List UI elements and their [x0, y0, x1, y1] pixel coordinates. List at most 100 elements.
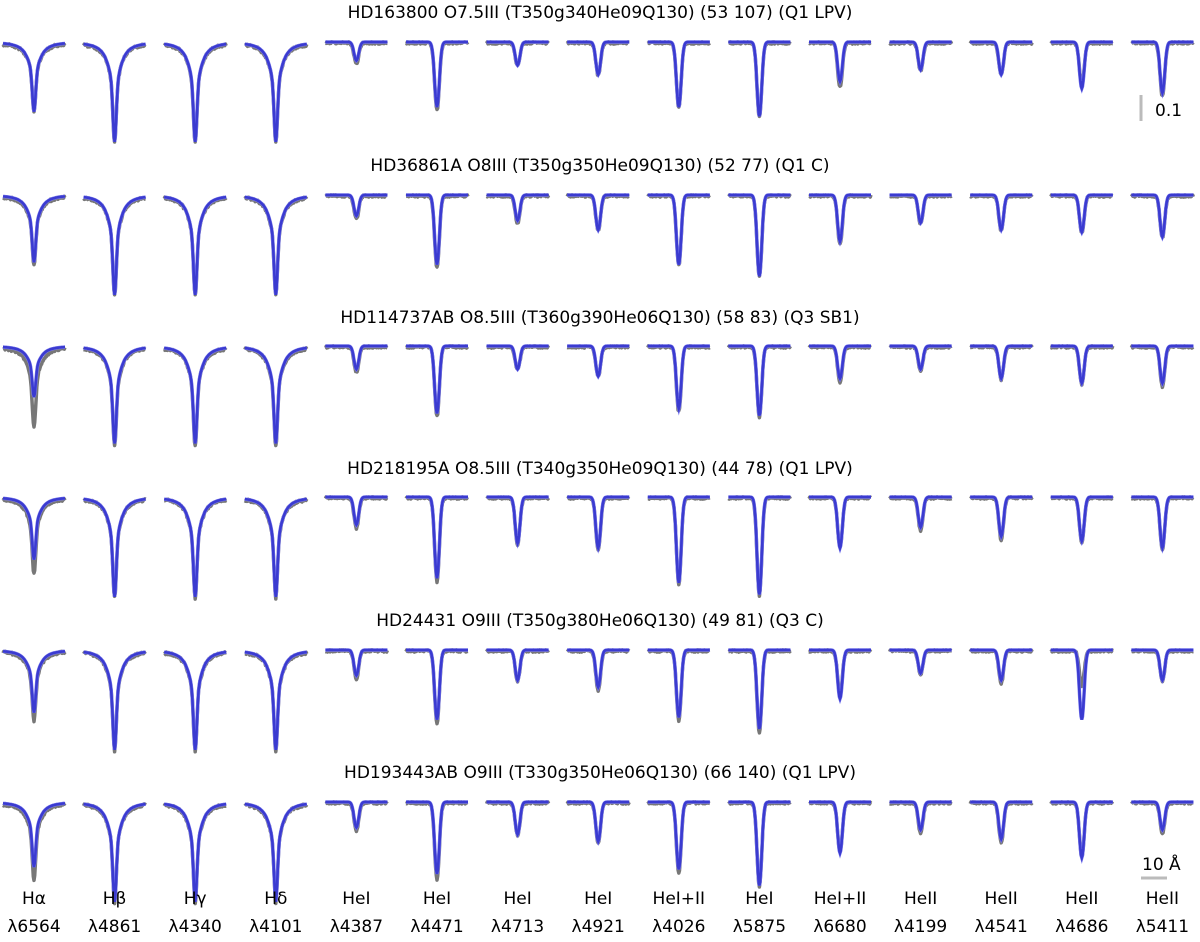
- column-label-wavelength: λ4921: [572, 917, 625, 937]
- model-spectrum-line-light: [1050, 495, 1113, 547]
- model-spectrum-line-light: [970, 344, 1033, 383]
- column-label-species: HeI: [584, 889, 612, 909]
- model-spectrum-line: [325, 800, 388, 830]
- model-spectrum-line-light: [889, 193, 952, 227]
- column-label-species: HeII: [1065, 889, 1098, 909]
- model-spectrum-line: [164, 650, 227, 750]
- model-spectrum-line: [970, 40, 1033, 78]
- column-label-species: HeI: [423, 889, 451, 909]
- model-spectrum-line: [406, 40, 468, 108]
- model-spectrum-line: [486, 648, 549, 683]
- model-spectrum-line: [83, 346, 146, 444]
- model-spectrum-line: [244, 650, 307, 750]
- flux-scale-label: 0.1: [1155, 101, 1182, 121]
- model-spectrum-line: [83, 42, 146, 142]
- model-spectrum-line: [244, 497, 307, 597]
- model-spectrum-line-light: [889, 40, 952, 74]
- model-spectrum-line: [647, 344, 710, 414]
- model-spectrum-line: [567, 495, 630, 553]
- column-label-wavelength: λ4340: [169, 917, 222, 937]
- model-spectrum-line-light: [809, 193, 871, 247]
- model-spectrum-line: [567, 800, 630, 845]
- model-spectrum-line: [889, 40, 952, 73]
- column-label-wavelength: λ6564: [7, 917, 60, 937]
- row-title: HD193443AB O9III (T330g350He06Q130) (66 …: [344, 763, 856, 783]
- column-label-species: HeII: [904, 889, 937, 909]
- row-title: HD24431 O9III (T350g380He06Q130) (49 81)…: [376, 611, 824, 631]
- model-spectrum-line: [2, 195, 66, 263]
- model-spectrum-line: [1131, 495, 1194, 553]
- column-label-wavelength: λ4541: [975, 917, 1028, 937]
- model-spectrum-line: [83, 497, 146, 597]
- column-label-wavelength: λ4861: [88, 917, 141, 937]
- spectrum-row: HD193443AB O9III (T330g350He06Q130) (66 …: [1, 763, 1195, 906]
- observed-spectrum-line: [727, 648, 792, 735]
- model-spectrum-line-light: [647, 344, 710, 416]
- observed-spectrum-line: [1, 194, 67, 267]
- row-title: HD163800 O7.5III (T350g340He09Q130) (53 …: [348, 3, 853, 23]
- model-spectrum-line: [1131, 648, 1194, 683]
- column-label-species: HeI: [342, 889, 370, 909]
- model-spectrum-line-light: [970, 40, 1033, 79]
- model-spectrum-line-light: [567, 40, 630, 79]
- model-spectrum-line: [164, 195, 227, 295]
- model-spectrum-line-light: [970, 800, 1033, 844]
- column-label-wavelength: λ4199: [894, 917, 947, 937]
- model-spectrum-line: [728, 648, 791, 730]
- model-spectrum-line: [1050, 495, 1113, 545]
- model-spectrum-line-light: [1131, 193, 1194, 242]
- model-spectrum-line: [970, 648, 1033, 683]
- model-spectrum-line: [325, 193, 388, 219]
- model-spectrum-line: [486, 344, 549, 372]
- column-label-wavelength: λ4471: [410, 917, 463, 937]
- model-spectrum-line-light: [809, 40, 871, 86]
- model-spectrum-line-light: [406, 648, 468, 720]
- model-spectrum-line-light: [647, 40, 710, 108]
- column-label-wavelength: λ4026: [652, 917, 705, 937]
- model-spectrum-line: [647, 800, 710, 870]
- model-spectrum-line-light: [728, 800, 791, 886]
- model-spectrum-line: [3, 345, 65, 398]
- model-spectrum-line: [1131, 344, 1194, 387]
- column-label-wavelength: λ4101: [249, 917, 302, 937]
- model-spectrum-line: [809, 495, 871, 553]
- model-spectrum-line-light: [809, 800, 871, 859]
- model-spectrum-line-light: [567, 648, 630, 692]
- model-spectrum-line: [809, 40, 871, 85]
- model-spectrum-line-light: [567, 495, 630, 554]
- column-label-species: HeI+II: [814, 889, 867, 909]
- model-spectrum-line: [325, 40, 388, 63]
- model-spectrum-line: [406, 800, 468, 875]
- model-spectrum-line: [809, 800, 871, 858]
- model-spectrum-line: [647, 40, 710, 108]
- spectrum-row: HD218195A O8.5III (T340g350He09Q130) (44…: [1, 459, 1195, 601]
- model-spectrum-line: [728, 495, 791, 595]
- model-spectrum-line-light: [647, 495, 710, 584]
- model-spectrum-line-light: [1050, 40, 1113, 94]
- model-spectrum-line: [244, 346, 307, 444]
- model-spectrum-line-light: [647, 800, 710, 870]
- model-spectrum-line-light: [970, 648, 1033, 684]
- model-spectrum-line: [809, 648, 871, 703]
- model-spectrum-line: [1131, 193, 1194, 241]
- model-spectrum-line-light: [1131, 648, 1194, 684]
- model-spectrum-line: [244, 802, 307, 902]
- column-label-species: Hγ: [184, 889, 207, 909]
- model-spectrum-line: [728, 193, 791, 277]
- model-spectrum-line: [1050, 344, 1113, 387]
- column-label-species: HeI: [503, 889, 531, 909]
- model-spectrum-line: [406, 495, 468, 579]
- spectrum-row: HD36861A O8III (T350g350He09Q130) (52 77…: [1, 156, 1196, 297]
- model-spectrum-line-light: [486, 495, 549, 549]
- column-label-species: HeII: [1146, 889, 1179, 909]
- model-spectrum-line-light: [970, 193, 1033, 234]
- model-spectrum-line-light: [406, 344, 468, 414]
- model-spectrum-line-light: [325, 648, 388, 679]
- model-spectrum-line-light: [1050, 193, 1113, 237]
- spectrum-row: HD163800 O7.5III (T350g340He09Q130) (53 …: [1, 3, 1195, 144]
- model-spectrum-line-light: [728, 344, 791, 416]
- model-spectrum-line-light: [1131, 495, 1194, 554]
- model-spectrum-line: [1050, 648, 1113, 720]
- model-spectrum-line-light: [889, 495, 952, 531]
